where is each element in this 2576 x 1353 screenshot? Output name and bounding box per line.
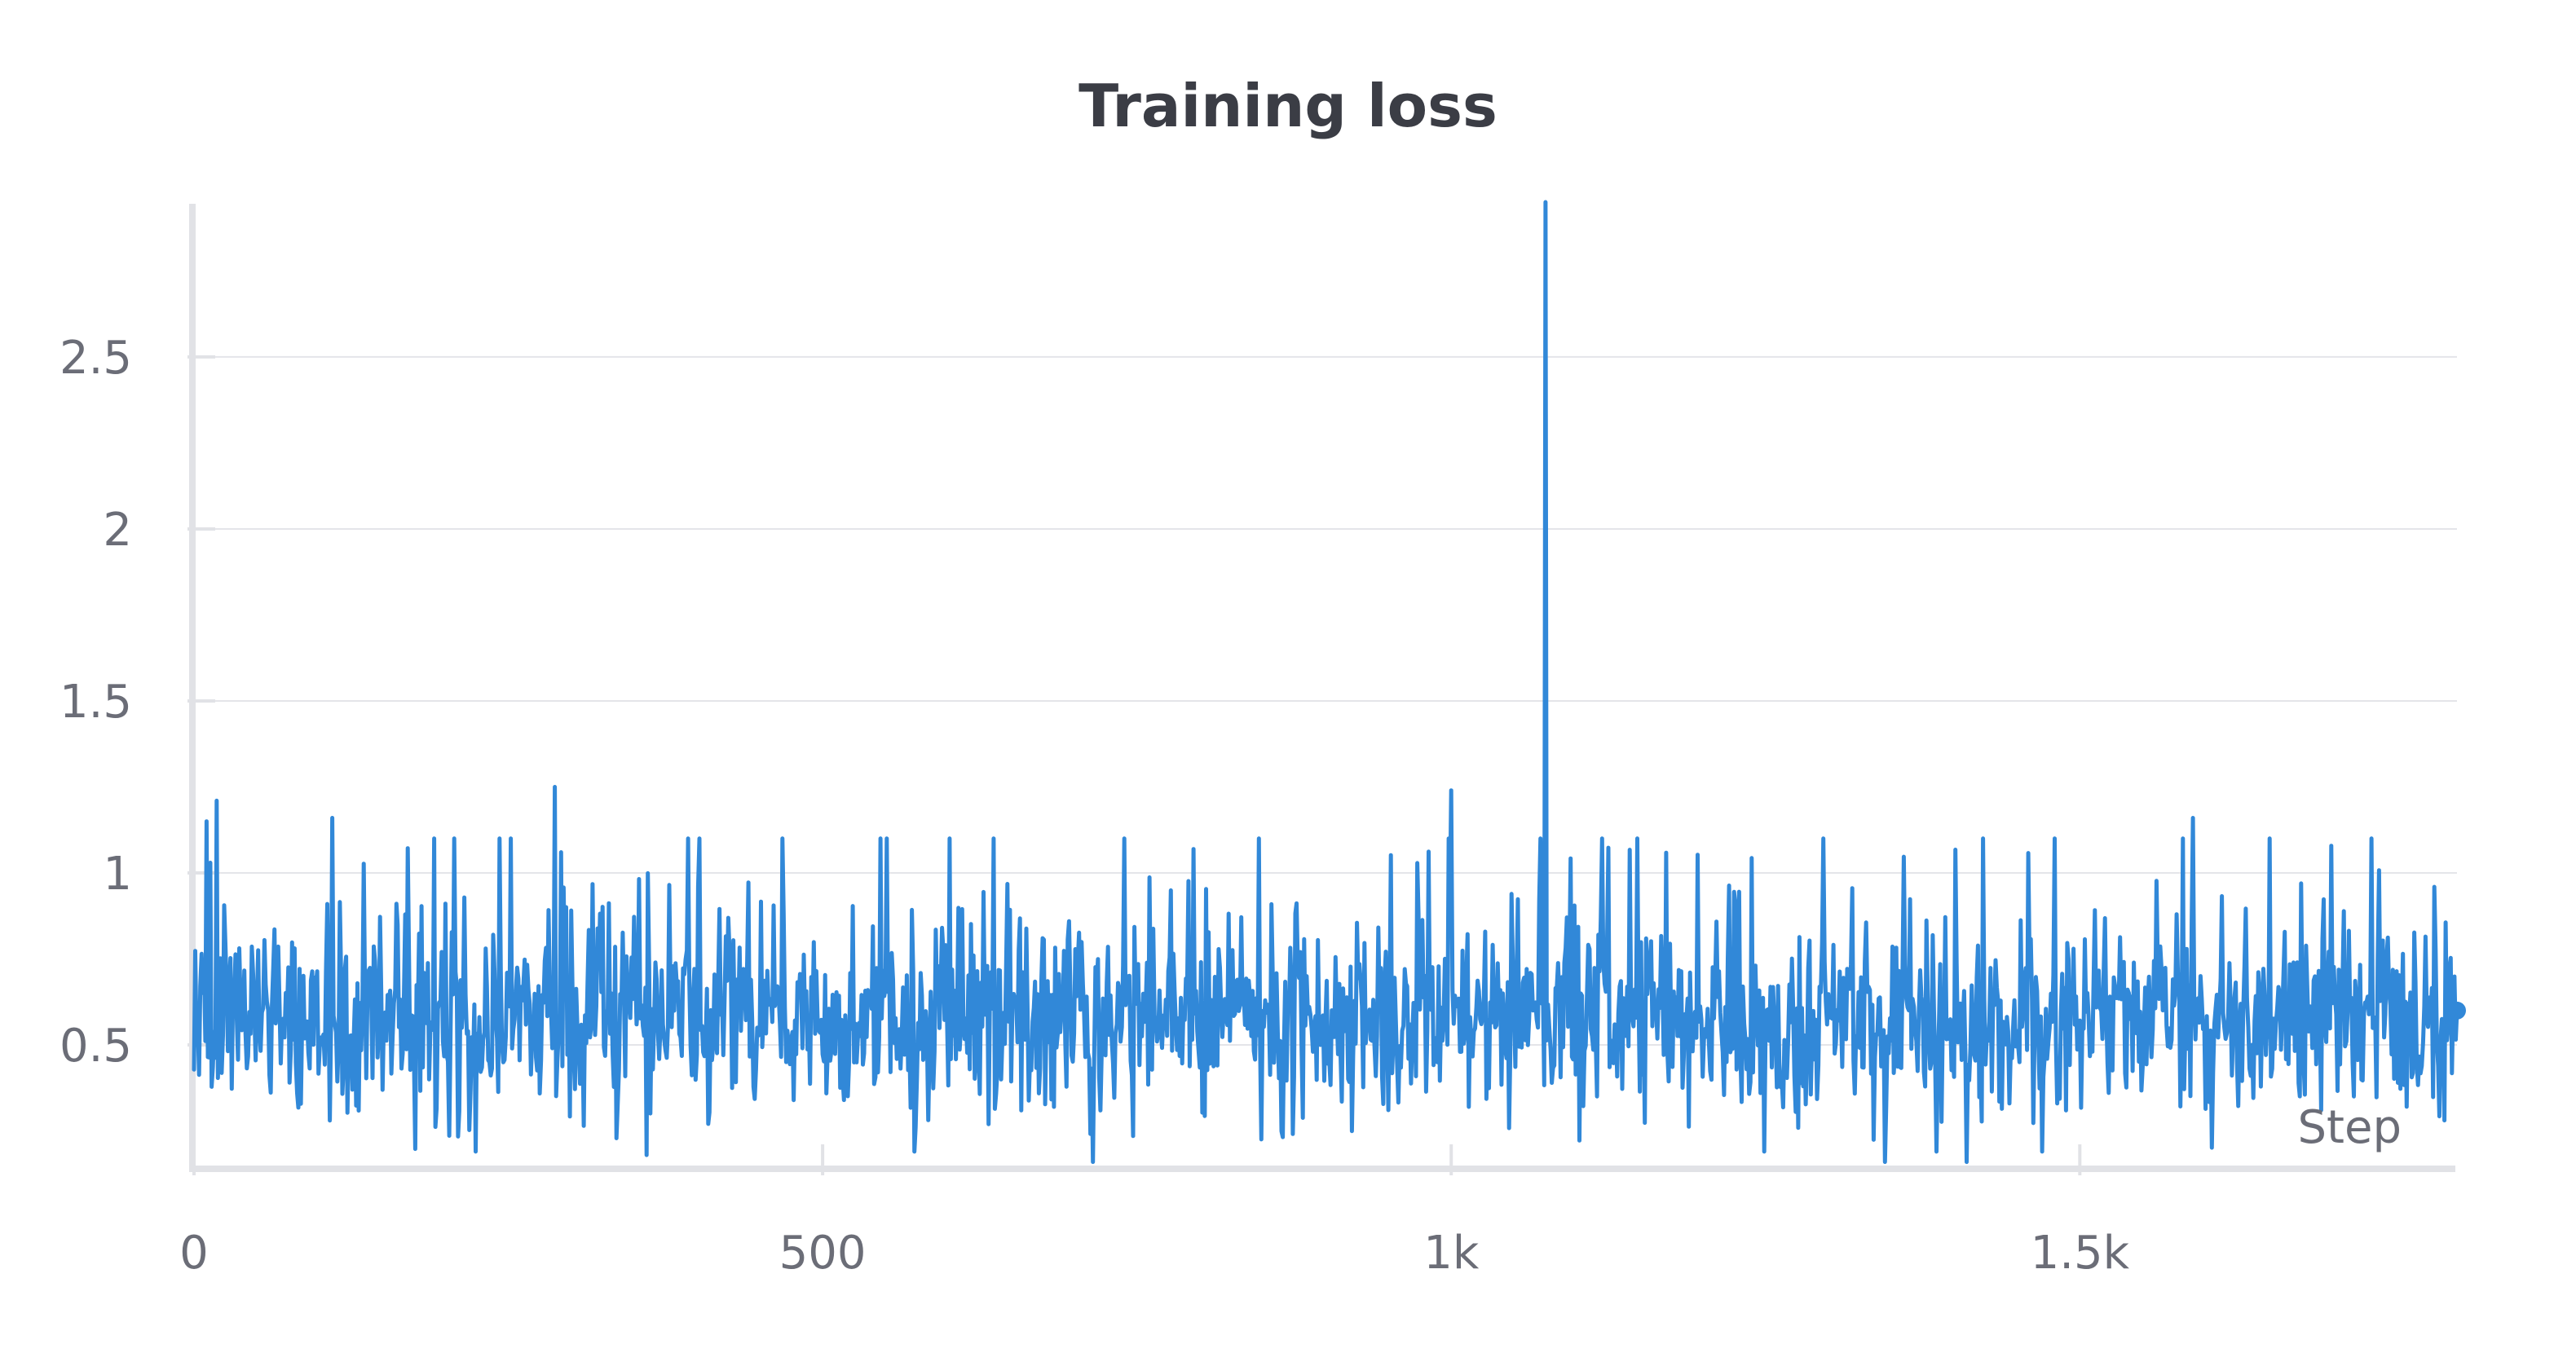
y-tick-label: 1 <box>103 848 132 901</box>
tick-labels: 0.5 1 1.5 2 2.5 0 500 1k 1.5k Step <box>60 332 2402 1280</box>
x-tick-label: 500 <box>779 1227 867 1280</box>
x-tick-label: 0 <box>179 1227 209 1280</box>
x-tick-label: 1k <box>1423 1227 1480 1280</box>
x-tick-label: 1.5k <box>2031 1227 2130 1280</box>
x-axis-label: Step <box>2297 1101 2402 1154</box>
series-layer <box>192 200 2466 1165</box>
y-tick-label: 2.5 <box>60 332 132 385</box>
axes <box>187 204 2455 1175</box>
y-tick-label: 0.5 <box>60 1020 132 1073</box>
series-end-marker <box>2448 1001 2466 1020</box>
y-tick-label: 2 <box>103 504 132 557</box>
chart-title: Training loss <box>1078 72 1498 140</box>
series-line-training-loss <box>192 200 2459 1165</box>
gridlines <box>192 355 2457 1047</box>
y-tick-label: 1.5 <box>60 676 132 729</box>
